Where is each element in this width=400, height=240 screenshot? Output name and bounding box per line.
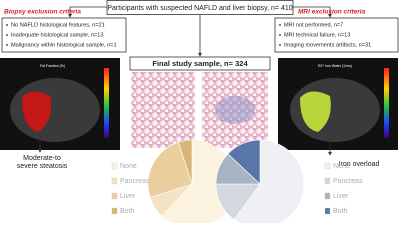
exclusion-box xyxy=(274,17,399,53)
section-title: Biopsy exclusion criteria xyxy=(4,9,81,16)
arrow xyxy=(293,6,332,18)
legend-swatch xyxy=(324,162,331,170)
liver-overlay xyxy=(22,91,52,132)
iron-stain xyxy=(215,96,255,124)
exclusion-box xyxy=(1,17,127,53)
section-title: MRI exclusion criteria xyxy=(298,9,366,16)
exclusion-item: Inadequate histological sample, n=13 xyxy=(11,32,104,38)
outcome: Moderate-to severe steatosis xyxy=(17,155,68,170)
legend-label: None xyxy=(333,163,350,170)
image-label: Fat Fraction (%) xyxy=(40,64,65,68)
legend-label: Pancreas xyxy=(120,178,150,185)
legend-swatch xyxy=(111,207,118,215)
bullet xyxy=(279,34,281,36)
color-scale xyxy=(384,68,389,138)
outcome: Iron overload xyxy=(339,161,380,168)
top-box xyxy=(106,0,294,15)
final-sample: Final study sample, n= 324 xyxy=(152,59,248,68)
color-scale xyxy=(104,68,109,138)
histology-image xyxy=(131,72,195,148)
pie-slice xyxy=(178,139,193,185)
bullet xyxy=(6,44,8,46)
legend-label: Both xyxy=(333,208,348,215)
exclusion-item: No NAFLD histological features, n=21 xyxy=(11,22,105,28)
image-label: R2* Iron Water (1/ms) xyxy=(318,64,352,68)
exclusion-item: MRI technical failure, n=13 xyxy=(284,32,350,38)
exclusion-item: Malignancy within histological sample, n… xyxy=(11,42,117,48)
legend-label: None xyxy=(120,163,137,170)
outcome-line: severe steatosis xyxy=(17,163,68,170)
legend-swatch xyxy=(111,162,118,170)
bullet xyxy=(279,44,281,46)
bullet xyxy=(279,24,281,26)
legend-swatch xyxy=(111,177,118,185)
liver-overlay xyxy=(300,91,331,132)
legend-swatch xyxy=(324,177,331,185)
arrow xyxy=(68,6,107,18)
exclusion-item: MRI not performed, n=7 xyxy=(284,22,343,28)
exclusion-item: Imaging movements artifacts, n=31 xyxy=(284,42,371,48)
legend-label: Pancreas xyxy=(333,178,363,185)
bullet xyxy=(6,24,8,26)
figure: Participants with suspected NAFLD and li… xyxy=(0,0,399,229)
final-box xyxy=(129,56,271,71)
legend-label: Both xyxy=(120,208,135,215)
top-title: Participants with suspected NAFLD and li… xyxy=(107,5,292,12)
pie-slice xyxy=(147,141,193,198)
legend-label: Liver xyxy=(120,193,136,200)
legend-swatch xyxy=(111,192,118,200)
pie-slice xyxy=(227,139,261,185)
legend-swatch xyxy=(324,207,331,215)
legend-label: Liver xyxy=(333,193,349,200)
legend-swatch xyxy=(324,192,331,200)
outcome-line: Moderate-to xyxy=(23,155,61,162)
bullet xyxy=(6,34,8,36)
